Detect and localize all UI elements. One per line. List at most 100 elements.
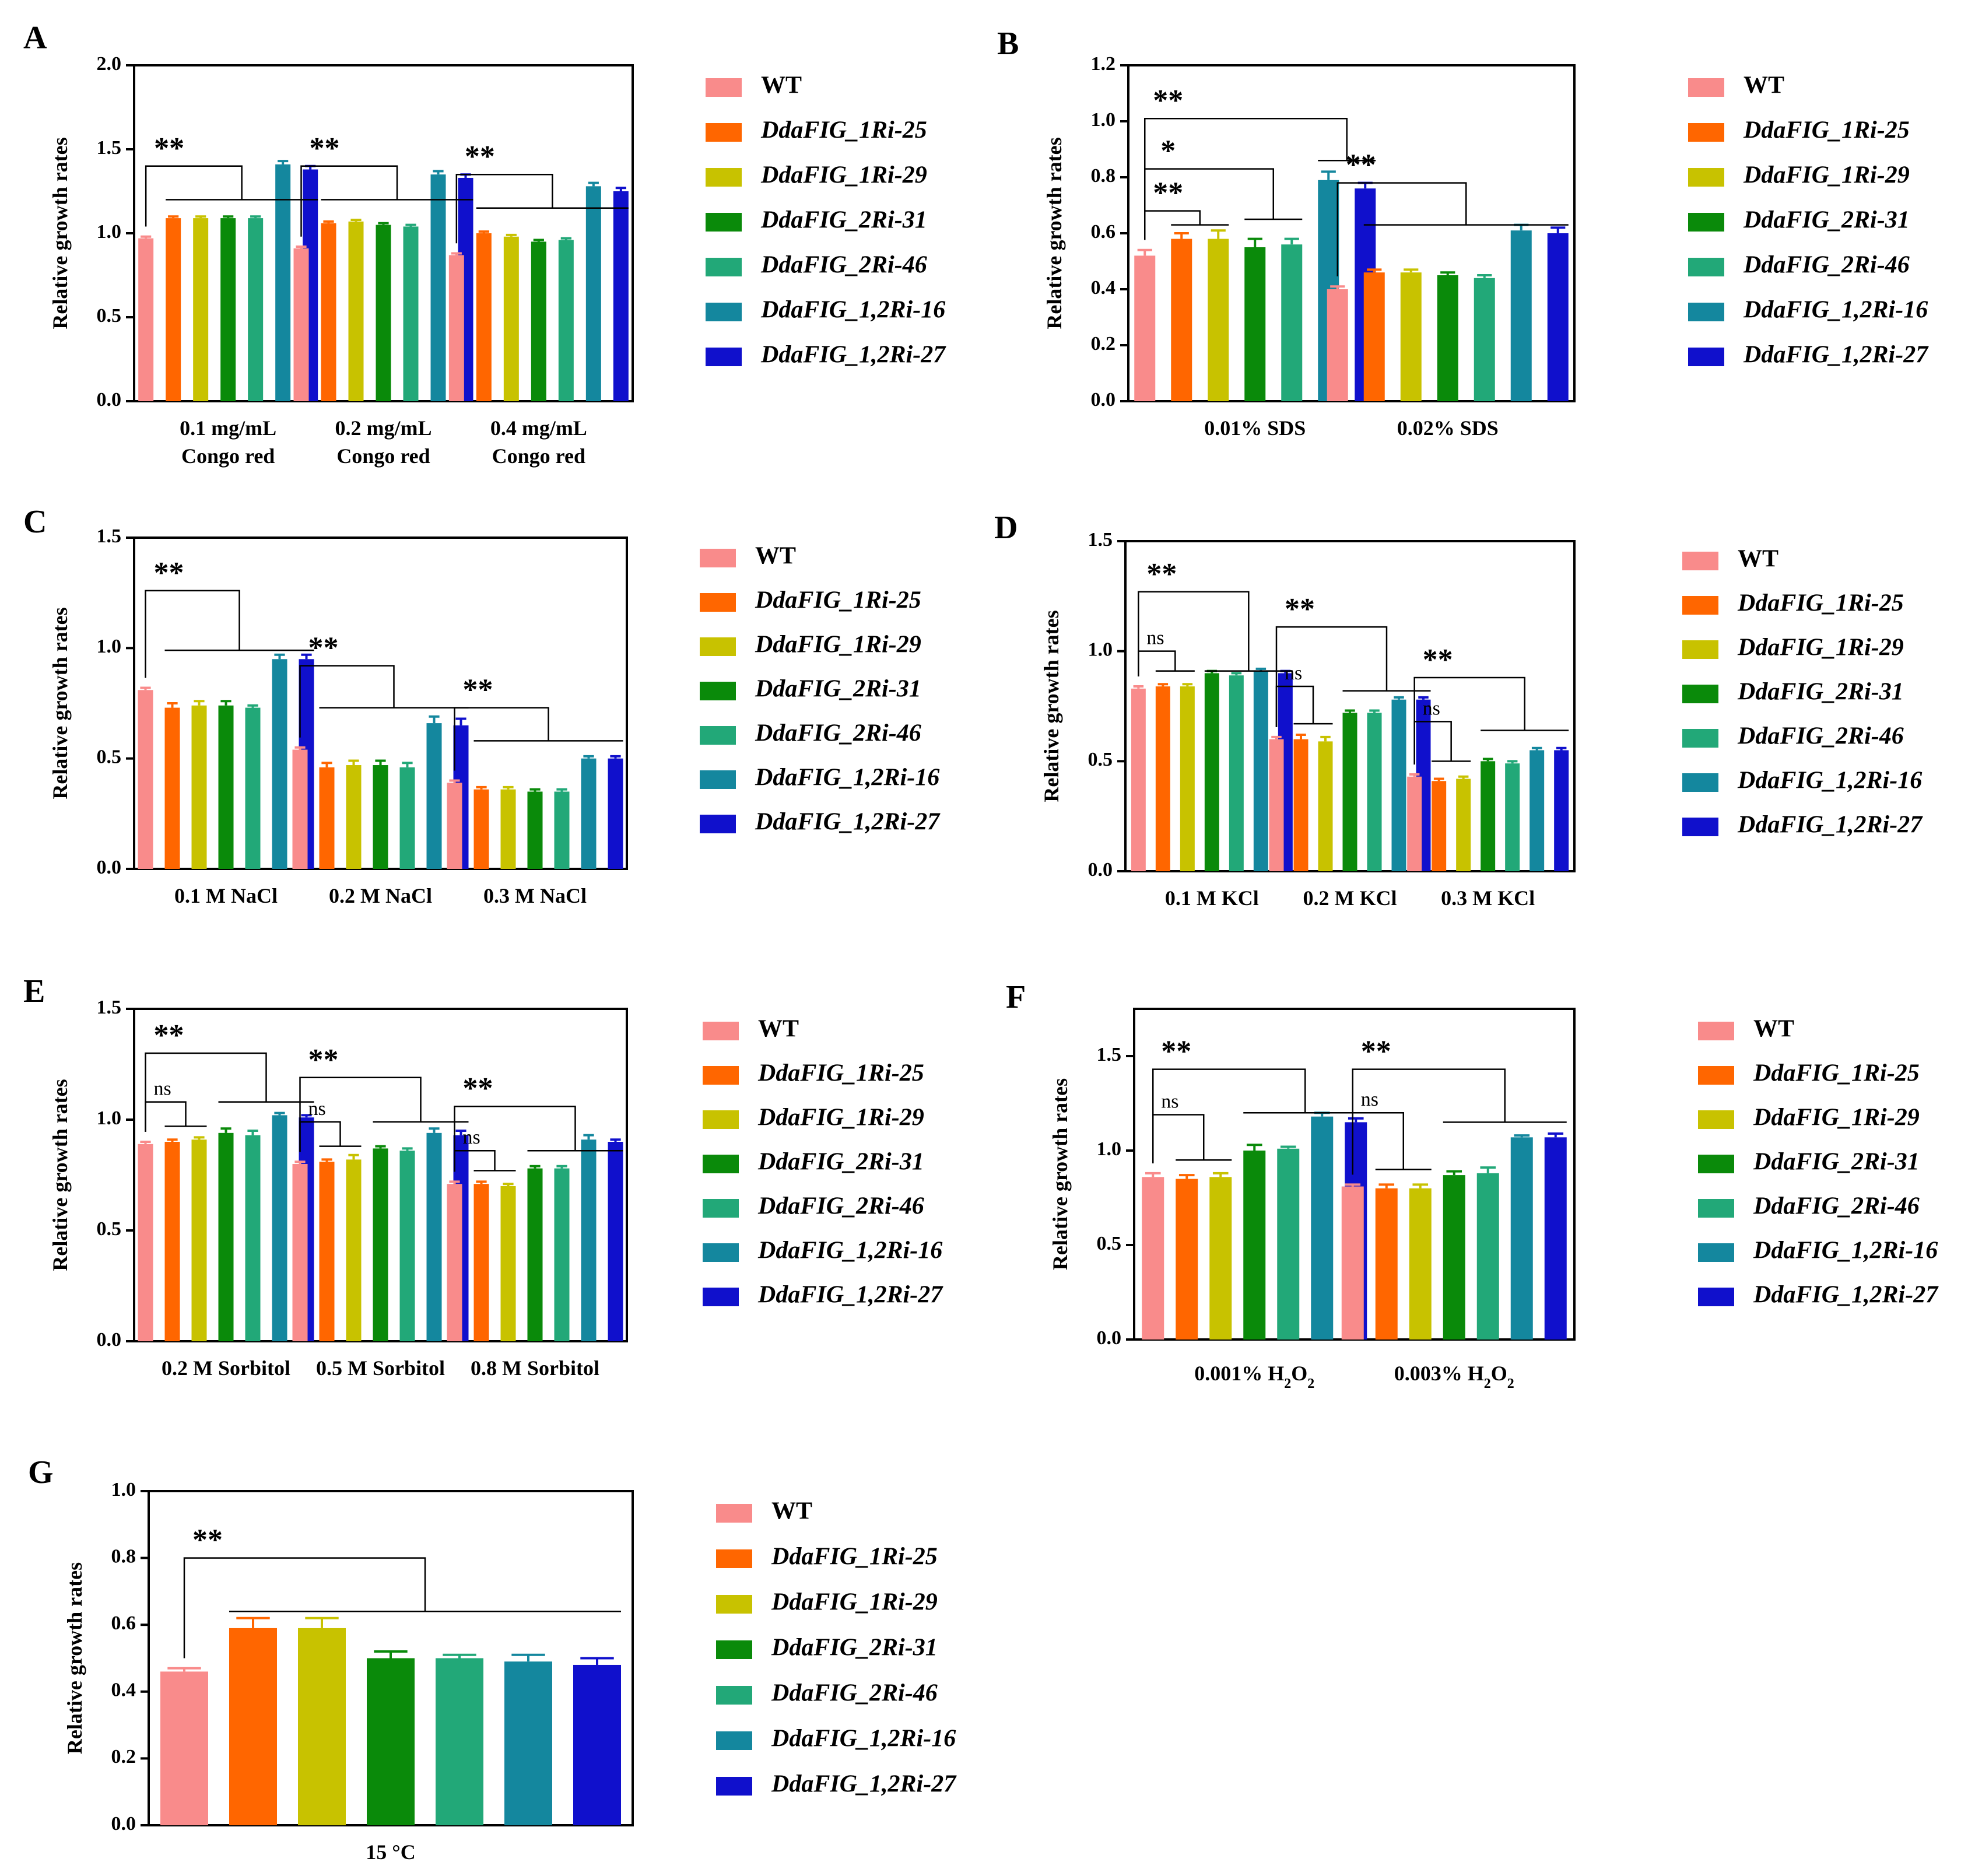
bar-group (1407, 746, 1569, 871)
significance-bracket: ** (1336, 149, 1569, 276)
y-tick-label: 0.0 (1097, 1327, 1122, 1349)
legend-label: DdaFIG_1Ri-29 (1743, 162, 1910, 189)
y-tick-label: 0.5 (97, 746, 122, 767)
bar (527, 1168, 543, 1341)
significance-bracket: ** (145, 132, 318, 227)
bar (1142, 1177, 1164, 1340)
bar-group (1269, 696, 1431, 871)
ns-label: ns (308, 1098, 326, 1120)
legend-swatch (700, 593, 736, 612)
legend-swatch (706, 123, 742, 142)
legend-label: DdaFIG_1,2Ri-27 (1743, 342, 1929, 369)
bar (473, 1184, 489, 1341)
bar (1407, 776, 1422, 871)
legend-label: DdaFIG_1,2Ri-16 (771, 1726, 956, 1752)
legend-swatch (716, 1686, 752, 1705)
significance-bracket: ** (300, 132, 473, 237)
y-tick-label: 0.0 (97, 389, 122, 411)
significance-label: ** (1153, 84, 1183, 117)
bar (1481, 761, 1496, 871)
panel-f: F 0.0 0.5 1.0 1.5 Relative growth rates 0.001%… (1006, 979, 1939, 1391)
bar (272, 1115, 287, 1341)
significance-label: ** (1361, 1035, 1391, 1068)
y-tick-label: 1.5 (97, 137, 122, 159)
x-category-label: 0.001% H2O2 (1194, 1362, 1314, 1391)
bar (573, 1664, 621, 1825)
legend-swatch (716, 1504, 752, 1523)
bar (1208, 239, 1229, 401)
legend-swatch (1682, 729, 1718, 748)
bracket-arm (455, 173, 553, 244)
bar (272, 659, 287, 869)
significance-label: ** (154, 132, 184, 165)
legend-label: DdaFIG_1,2Ri-27 (1753, 1282, 1939, 1309)
y-axis-label: Relative growth rates (1040, 610, 1063, 802)
bar (245, 707, 261, 869)
bar (1269, 739, 1284, 871)
bar (504, 1661, 552, 1825)
legend-label: WT (771, 1498, 812, 1525)
significance-label: ** (154, 1019, 184, 1052)
legend-swatch (716, 1777, 752, 1796)
bracket-arm (145, 165, 243, 227)
significance-label: ** (1285, 592, 1315, 626)
significance-bracket: ** (183, 1524, 621, 1658)
bar (554, 1168, 570, 1341)
x-category-label: 0.3 M NaCl (483, 884, 587, 907)
bar (218, 1132, 234, 1341)
legend-label: DdaFIG_1,2Ri-16 (760, 297, 945, 324)
bar-group (293, 170, 473, 401)
significance-label: ** (1346, 149, 1376, 182)
ns-label: ns (1161, 1090, 1178, 1112)
x-category-label: 0.2 M NaCl (329, 884, 432, 907)
panel-a: A 0.0 0.5 1.0 1.5 2.0 Relative growth rates 0.1… (23, 20, 946, 468)
legend-swatch (1688, 168, 1724, 187)
legend-swatch (706, 168, 742, 187)
plot-frame (1127, 64, 1576, 402)
y-tick-label: 0.0 (111, 1813, 136, 1835)
y-tick-label: 0.8 (1091, 165, 1116, 187)
bar (1244, 247, 1266, 401)
y-tick-label: 1.0 (97, 1107, 122, 1129)
y-tick-label: 0.5 (97, 1218, 122, 1240)
legend-swatch (706, 78, 742, 97)
y-tick-label: 0.2 (1091, 333, 1116, 355)
y-tick-label: 0.0 (1088, 859, 1113, 881)
legend-swatch (716, 1731, 752, 1750)
bracket-arm (1138, 650, 1176, 677)
bar (1363, 272, 1385, 401)
legend-swatch (1682, 685, 1718, 703)
significance-bracket: ns (1413, 697, 1471, 765)
bar (1391, 699, 1406, 871)
bar (1180, 686, 1195, 871)
bar (321, 223, 336, 401)
bar (275, 164, 291, 401)
bar (1281, 244, 1303, 401)
y-tick-label: 0.0 (1091, 389, 1116, 411)
panel-letter: A (23, 20, 47, 56)
significance-label: ** (1161, 1035, 1191, 1068)
bar (138, 238, 154, 401)
bar (500, 1186, 516, 1341)
bar (1474, 278, 1495, 401)
legend-label: DdaFIG_2Ri-31 (755, 676, 921, 703)
legend-swatch (1698, 1288, 1734, 1306)
significance-bracket: ** (145, 1019, 314, 1132)
x-category-label: 0.5 M Sorbitol (316, 1356, 445, 1380)
legend-swatch (706, 258, 742, 276)
bar (436, 1658, 483, 1825)
legend-swatch (700, 682, 736, 700)
ns-label: ns (1423, 697, 1440, 719)
bar (1311, 1116, 1334, 1340)
bracket-arm (1152, 1068, 1306, 1163)
legend-label: DdaFIG_1Ri-25 (1737, 590, 1904, 617)
panel-g: G 0.0 0.2 0.4 0.6 0.8 1.0 Relative growth rates… (28, 1454, 957, 1864)
bar (554, 791, 570, 869)
bracket-arm (1275, 626, 1388, 727)
legend-swatch (1698, 1243, 1734, 1262)
significance-bracket: ** (1138, 557, 1293, 677)
legend-swatch (1688, 258, 1724, 276)
legend-swatch (703, 1110, 739, 1129)
legend-label: DdaFIG_1Ri-25 (1743, 117, 1910, 144)
bracket-arm (1413, 676, 1525, 765)
